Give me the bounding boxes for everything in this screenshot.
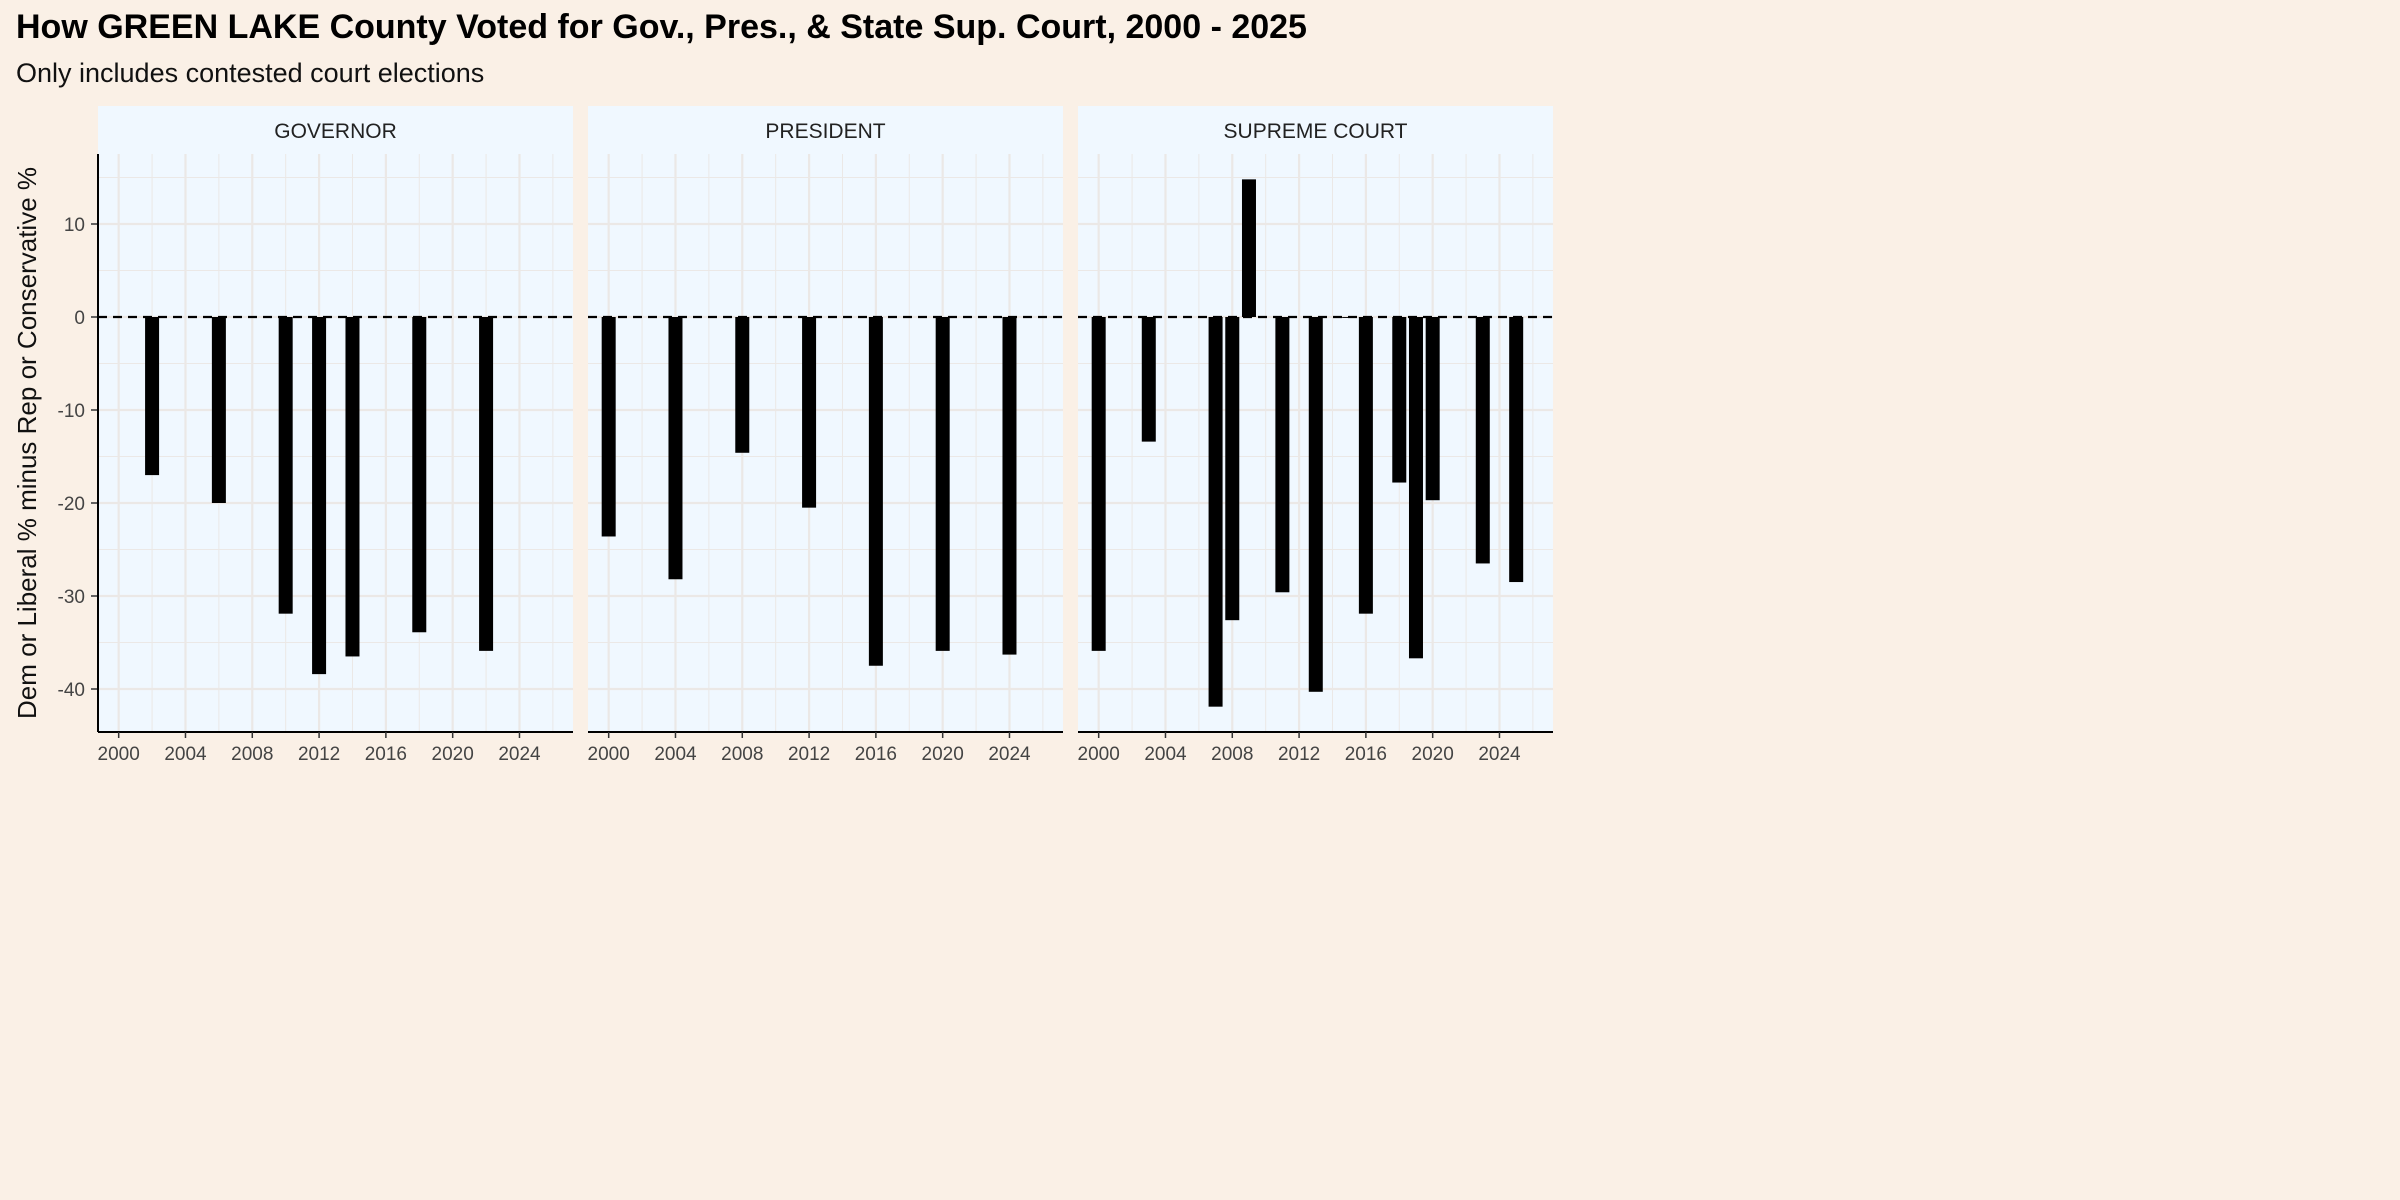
bar [1141,317,1156,442]
x-tick-label: 2012 [298,744,340,765]
x-tick-label: 2020 [922,744,964,765]
bar [1091,317,1106,651]
facet-strip [98,106,573,154]
bar [479,317,494,651]
bar [1475,317,1490,564]
bar [601,317,616,537]
x-tick-label: 2016 [365,744,407,765]
bar [668,317,683,580]
bar [312,317,327,675]
x-tick-label: 2000 [1078,744,1120,765]
bar [935,317,950,651]
bar [1425,317,1440,501]
facet-panel-president: PRESIDENT 2000 2004 2008 2012 2016 2020 2024 [588,106,1063,765]
x-tick-label: 2012 [788,744,830,765]
bar [1408,317,1423,659]
x-tick-label: 2008 [721,744,763,765]
x-tick-label: 2008 [1211,744,1253,765]
x-tick-label: 2020 [1412,744,1454,765]
y-tick-label: 10 [64,215,85,236]
facet-strip-label: PRESIDENT [765,120,885,143]
x-tick-label: 2000 [588,744,630,765]
x-tick-label: 2024 [988,744,1031,765]
bar [1208,317,1223,707]
bar [1392,317,1407,483]
facet-strip-label: SUPREME COURT [1224,120,1408,143]
x-tick-label: 2016 [1345,744,1387,765]
facet-strip [1078,106,1553,154]
facet-strip [588,106,1063,154]
chart-root: How GREEN LAKE County Voted for Gov., Pr… [0,0,1568,784]
y-axis-title: Dem or Liberal % minus Rep or Conservati… [12,167,42,719]
x-tick-label: 2008 [231,744,273,765]
x-tick-label: 2012 [1278,744,1320,765]
bar [1358,317,1373,614]
y-tick-label: 0 [74,308,85,329]
x-tick-label: 2004 [164,744,207,765]
bar [1241,179,1256,317]
bar [412,317,427,633]
bar [1275,317,1290,593]
bar [278,317,293,614]
y-tick-label: -40 [58,680,85,701]
y-tick-label: -30 [58,587,85,608]
facet-panel-supreme-court: SUPREME COURT 2000 2004 2008 2012 2016 2020 202… [1078,106,1553,765]
x-tick-label: 2004 [1144,744,1187,765]
bar [1225,317,1240,621]
chart-title: How GREEN LAKE County Voted for Gov., Pr… [16,8,1307,46]
bar [868,317,883,666]
x-tick-label: 2024 [498,744,541,765]
x-tick-label: 2016 [855,744,897,765]
panel-background [588,154,1063,732]
bar [145,317,160,476]
panel-background [98,154,573,732]
x-tick-label: 2000 [98,744,140,765]
bar [1308,317,1323,692]
facet-panel-governor: GOVERNOR 2000 2004 2008 2012 2016 2020 2024 [98,106,573,765]
chart-subtitle: Only includes contested court elections [16,58,485,88]
faceted-bar-chart: Dem or Liberal % minus Rep or Conservati… [12,106,1553,765]
x-tick-label: 2020 [432,744,474,765]
bar [211,317,226,503]
bar [1002,317,1017,655]
y-tick-label: -10 [58,401,85,422]
y-tick-label: -20 [58,494,85,515]
bar [1509,317,1524,583]
bar [345,317,360,657]
x-tick-label: 2004 [654,744,697,765]
bar [735,317,750,453]
facet-strip-label: GOVERNOR [274,120,397,143]
bar [802,317,817,508]
x-tick-label: 2024 [1478,744,1521,765]
